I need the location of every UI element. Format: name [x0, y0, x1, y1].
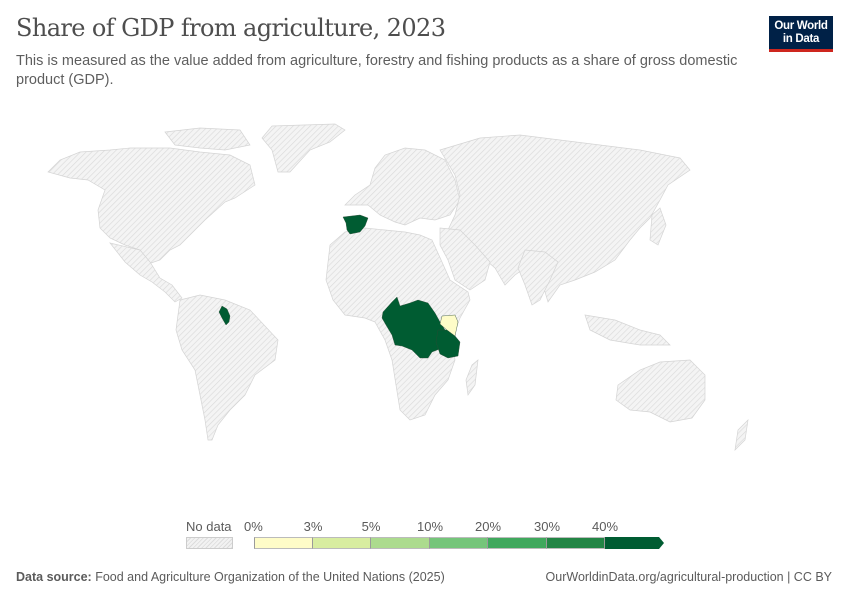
- region-india[interactable]: [517, 249, 559, 306]
- region-madagascar[interactable]: [465, 359, 479, 396]
- legend-label-40: 40%: [591, 519, 619, 534]
- owid-logo[interactable]: Our World in Data: [769, 16, 833, 52]
- legend-label-3: 3%: [303, 519, 323, 534]
- data-source: Data source: Food and Agriculture Organi…: [16, 570, 445, 584]
- legend-label-20: 20%: [474, 519, 502, 534]
- region-japan[interactable]: [649, 207, 667, 246]
- region-central-america[interactable]: [109, 242, 183, 303]
- region-europe[interactable]: [344, 147, 461, 226]
- world-map[interactable]: [0, 110, 850, 510]
- logo-line-2: in Data: [782, 33, 820, 45]
- map-legend: No data 0% 3% 5% 10% 20% 30% 40%: [0, 512, 850, 552]
- data-source-label: Data source:: [16, 570, 92, 584]
- chart-title: Share of GDP from agriculture, 2023: [16, 14, 446, 42]
- no-data-label: No data: [186, 519, 232, 534]
- country-kenya[interactable]: [439, 314, 459, 337]
- legend-bin-30-40[interactable]: [547, 537, 605, 549]
- region-greenland[interactable]: [261, 123, 346, 173]
- region-arctic-islands[interactable]: [164, 127, 251, 151]
- legend-label-5: 5%: [361, 519, 381, 534]
- region-new-zealand[interactable]: [734, 419, 749, 451]
- no-data-regions: [47, 123, 749, 451]
- chart-subtitle: This is measured as the value added from…: [16, 53, 738, 88]
- legend-label-0: 0%: [244, 519, 263, 534]
- legend-bin-5-10[interactable]: [371, 537, 430, 549]
- country-guyana[interactable]: [218, 305, 231, 326]
- country-spain[interactable]: [342, 214, 369, 235]
- source-url-link[interactable]: OurWorldinData.org/agricultural-producti…: [545, 570, 832, 584]
- region-south-america[interactable]: [175, 294, 279, 441]
- region-southeast-asia[interactable]: [584, 314, 671, 346]
- region-north-america[interactable]: [47, 147, 256, 266]
- data-source-text: Food and Agriculture Organization of the…: [95, 570, 445, 584]
- logo-line-1: Our World: [774, 20, 828, 32]
- legend-bin-40-plus[interactable]: [605, 537, 665, 549]
- region-middle-east[interactable]: [439, 227, 491, 291]
- no-data-swatch[interactable]: [186, 537, 233, 549]
- legend-bin-3-5[interactable]: [313, 537, 371, 549]
- legend-label-30: 30%: [533, 519, 561, 534]
- legend-bin-10-20[interactable]: [430, 537, 488, 549]
- region-australia[interactable]: [615, 359, 706, 423]
- legend-label-10: 10%: [416, 519, 444, 534]
- legend-bin-20-30[interactable]: [488, 537, 547, 549]
- legend-bin-0-3[interactable]: [254, 537, 313, 549]
